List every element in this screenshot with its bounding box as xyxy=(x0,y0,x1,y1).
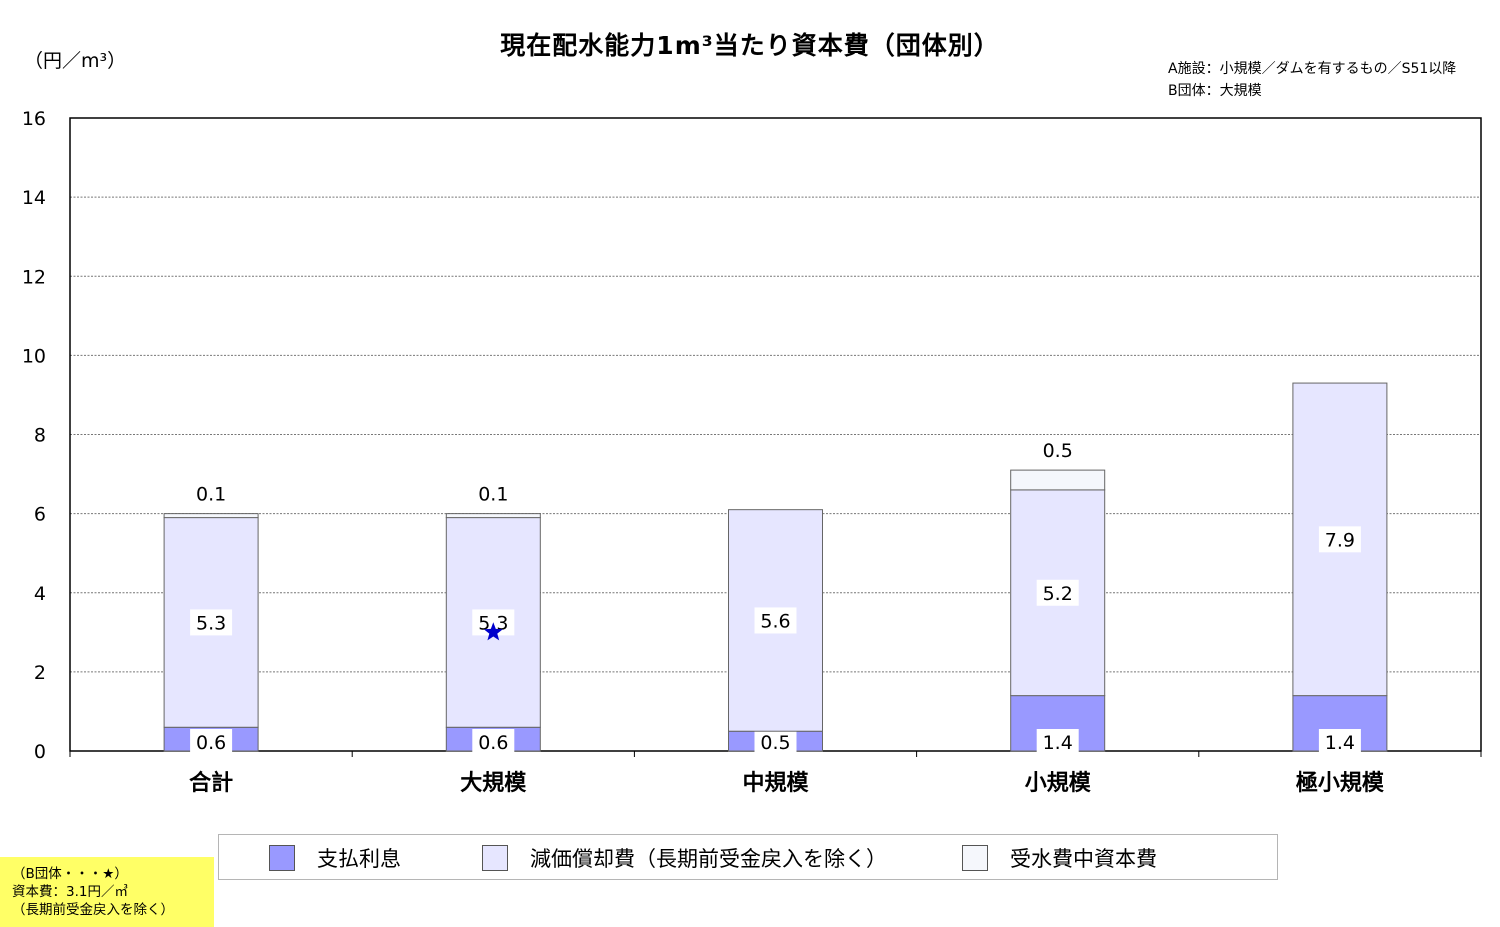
data-label: 0.1 xyxy=(196,484,226,506)
note-facility-a: A施設：小規模／ダムを有するもの／S51以降 xyxy=(1168,61,1457,77)
bar-segment xyxy=(1010,469,1106,491)
bar-segment xyxy=(445,513,541,519)
bar-segment xyxy=(163,513,259,519)
data-label-box xyxy=(1318,526,1361,553)
stacked-bar-chart: 0 2 4 6 8 10 12 14 16 合計 大規模 中規模 小規模 極小規模 0.6 5.3 0.1 0.6… xyxy=(22,108,1482,796)
data-label: 5.6 xyxy=(760,610,790,632)
data-label-box xyxy=(1036,579,1079,606)
y-tick-label: 6 xyxy=(34,504,46,526)
legend-label-depreciation: 減価償却費（長期前受金戻入を除く） xyxy=(530,847,887,871)
legend-label-interest: 支払利息 xyxy=(317,847,401,871)
note-entity-b: B団体：大規模 xyxy=(1168,83,1262,99)
y-tick-label: 16 xyxy=(22,108,46,130)
data-label: 0.5 xyxy=(760,732,790,754)
x-category-label: 大規模 xyxy=(460,771,527,796)
y-tick-label: 2 xyxy=(34,662,46,684)
data-label: 0.5 xyxy=(1043,440,1073,462)
chart-title: 現在配水能力1m³当たり資本費（団体別） xyxy=(500,31,1000,60)
y-tick-label: 12 xyxy=(22,266,46,288)
x-category-label: 極小規模 xyxy=(1296,770,1385,796)
entity-b-star-marker xyxy=(483,622,503,641)
y-tick-label: 0 xyxy=(34,741,46,763)
legend-item-water-purchase: 受水費中資本費 xyxy=(962,844,1157,872)
data-label-box xyxy=(1318,729,1361,755)
y-axis-unit-label: （円／m³） xyxy=(24,50,127,72)
entity-b-note-line2: 資本費：3.1円／㎥ xyxy=(12,884,128,900)
y-tick-label: 8 xyxy=(34,425,46,447)
legend-label-water-purchase: 受水費中資本費 xyxy=(1010,847,1157,871)
data-label-box xyxy=(754,607,797,634)
legend-swatch-depreciation xyxy=(482,845,508,871)
x-category-label: 合計 xyxy=(189,770,233,796)
x-category-label: 小規模 xyxy=(1025,771,1092,796)
data-label: 1.4 xyxy=(1043,732,1073,754)
data-label: 5.2 xyxy=(1043,583,1073,605)
data-label: 0.1 xyxy=(478,484,508,506)
x-category-label: 中規模 xyxy=(742,771,809,796)
legend-swatch-interest xyxy=(269,845,295,871)
data-label: 0.6 xyxy=(196,732,226,754)
data-label-box xyxy=(472,729,515,755)
entity-b-note-line3: （長期前受金戻入を除く） xyxy=(12,902,174,918)
data-label: 7.9 xyxy=(1325,529,1355,551)
data-label-box xyxy=(1036,729,1079,755)
chart-legend: 支払利息 減価償却費（長期前受金戻入を除く） 受水費中資本費 xyxy=(218,834,1278,880)
y-tick-label: 10 xyxy=(22,345,46,367)
data-label-box xyxy=(754,729,797,755)
legend-swatch-water-purchase xyxy=(962,845,988,871)
entity-b-note-line1: （B団体・・・★） xyxy=(12,866,128,882)
data-label: 1.4 xyxy=(1325,732,1355,754)
entity-b-note: （B団体・・・★） 資本費：3.1円／㎥ （長期前受金戻入を除く） xyxy=(0,857,214,927)
data-label-box xyxy=(190,609,233,636)
data-label: 5.3 xyxy=(196,612,226,634)
y-tick-label: 4 xyxy=(34,583,46,605)
legend-item-interest: 支払利息 xyxy=(269,844,401,872)
y-tick-label: 14 xyxy=(22,187,46,209)
data-label-box xyxy=(190,729,233,755)
data-label: 0.6 xyxy=(478,732,508,754)
legend-item-depreciation: 減価償却費（長期前受金戻入を除く） xyxy=(482,844,887,872)
